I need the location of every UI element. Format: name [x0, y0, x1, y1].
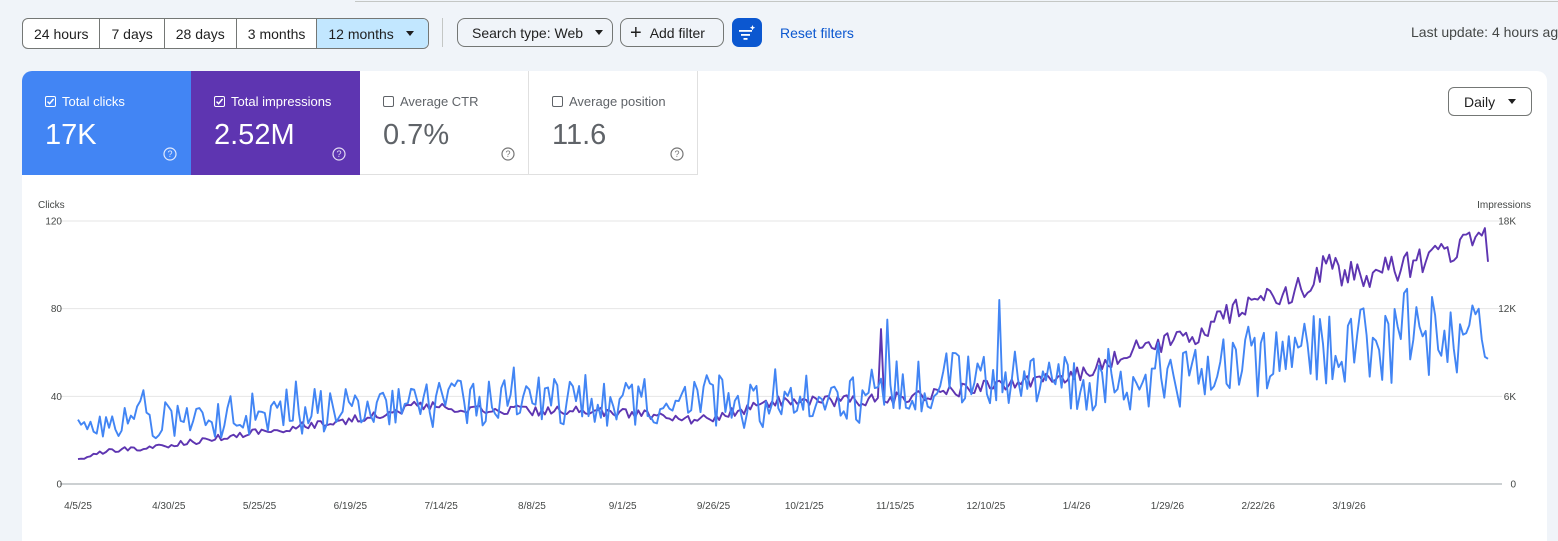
- metric-value: 0.7%: [383, 119, 450, 151]
- metric-value: 17K: [45, 119, 97, 151]
- x-tick-label: 8/8/25: [518, 501, 546, 512]
- metric-average-position[interactable]: Average position 11.6 ?: [529, 71, 698, 175]
- metric-label-row: Average CTR: [383, 94, 479, 109]
- range-24-hours[interactable]: 24 hours: [23, 19, 101, 48]
- clicks-series-line: [77, 287, 1489, 440]
- y-tick-label-left: 120: [45, 217, 62, 228]
- add-filter-button[interactable]: + Add filter: [620, 18, 724, 47]
- add-filter-label: Add filter: [649, 24, 705, 41]
- sparkle-filter-icon: [739, 24, 756, 40]
- reset-filters-link[interactable]: Reset filters: [780, 25, 854, 41]
- metric-value: 2.52M: [214, 119, 295, 151]
- range-12-months[interactable]: 12 months: [317, 19, 428, 48]
- top-divider: [0, 0, 1558, 3]
- metric-label: Average position: [569, 94, 666, 109]
- x-tick-label: 3/19/26: [1332, 501, 1366, 512]
- help-icon[interactable]: ?: [501, 147, 515, 161]
- x-tick-label: 1/4/26: [1063, 501, 1091, 512]
- metric-total-impressions[interactable]: Total impressions 2.52M ?: [191, 71, 360, 175]
- x-tick-label: 2/22/26: [1242, 501, 1276, 512]
- metric-label-row: Average position: [552, 94, 666, 109]
- metric-value: 11.6: [552, 119, 607, 151]
- checkbox-checked-icon[interactable]: [45, 96, 56, 107]
- metric-label: Average CTR: [400, 94, 479, 109]
- search-type-dropdown[interactable]: Search type: Web: [457, 18, 613, 47]
- x-tick-label: 4/30/25: [152, 501, 186, 512]
- x-tick-label: 12/10/25: [966, 501, 1005, 512]
- last-update-text: Last update: 4 hours ag: [1411, 24, 1558, 40]
- range-7-days[interactable]: 7 days: [100, 19, 165, 48]
- svg-text:?: ?: [167, 149, 172, 159]
- help-icon[interactable]: ?: [332, 147, 346, 161]
- metric-average-ctr[interactable]: Average CTR 0.7% ?: [360, 71, 529, 175]
- x-tick-label: 11/15/25: [876, 501, 915, 512]
- y-tick-label-right: 0: [1510, 480, 1516, 491]
- y-tick-label-left: 0: [56, 480, 62, 491]
- performance-card: Total clicks 17K ? Total impressions 2.5…: [22, 71, 1547, 541]
- left-axis-label: Clicks: [38, 200, 65, 211]
- checkbox-unchecked-icon[interactable]: [383, 96, 394, 107]
- range-28-days[interactable]: 28 days: [165, 19, 237, 48]
- granularity-label: Daily: [1464, 93, 1496, 110]
- x-tick-label: 1/29/26: [1151, 501, 1185, 512]
- x-tick-label: 4/5/25: [64, 501, 92, 512]
- svg-text:?: ?: [674, 149, 679, 159]
- filter-suggestions-button[interactable]: [732, 18, 762, 47]
- svg-text:?: ?: [505, 149, 510, 159]
- checkbox-unchecked-icon[interactable]: [552, 96, 563, 107]
- svg-text:?: ?: [336, 149, 341, 159]
- x-tick-label: 5/25/25: [243, 501, 277, 512]
- metric-label-row: Total impressions: [214, 94, 331, 109]
- x-tick-label: 10/21/25: [785, 501, 824, 512]
- chevron-down-icon: [595, 30, 604, 35]
- range-3-months[interactable]: 3 months: [237, 19, 318, 48]
- plus-icon: +: [630, 21, 642, 44]
- date-range-selector: 24 hours 7 days 28 days 3 months 12 mont…: [22, 18, 429, 49]
- checkbox-checked-icon[interactable]: [214, 96, 225, 107]
- y-tick-label-left: 80: [51, 304, 63, 315]
- range-12-months-label: 12 months: [328, 25, 394, 42]
- chevron-down-icon: [405, 31, 414, 36]
- x-tick-label: 6/19/25: [334, 501, 368, 512]
- metric-label-row: Total clicks: [45, 94, 125, 109]
- help-icon[interactable]: ?: [163, 147, 177, 161]
- performance-chart: 0 40 80 120 0 6K 12K 18K Clicks Impressions 4/5/25…: [38, 200, 1531, 512]
- help-icon[interactable]: ?: [670, 147, 684, 161]
- metric-label: Total clicks: [62, 94, 125, 109]
- toolbar-divider: [442, 18, 443, 47]
- chevron-down-icon: [1508, 99, 1517, 104]
- right-axis-label: Impressions: [1477, 200, 1531, 211]
- x-tick-label: 9/1/25: [609, 501, 637, 512]
- x-tick-label: 7/14/25: [424, 501, 458, 512]
- granularity-dropdown[interactable]: Daily: [1448, 87, 1532, 116]
- y-tick-label-right: 18K: [1498, 217, 1516, 228]
- x-tick-label: 9/26/25: [697, 501, 731, 512]
- y-tick-label-right: 6K: [1504, 392, 1517, 403]
- search-type-label: Search type: Web: [472, 24, 584, 41]
- metric-label: Total impressions: [231, 94, 332, 109]
- y-tick-label-left: 40: [51, 392, 63, 403]
- y-tick-label-right: 12K: [1498, 304, 1516, 315]
- metric-total-clicks[interactable]: Total clicks 17K ?: [22, 71, 191, 175]
